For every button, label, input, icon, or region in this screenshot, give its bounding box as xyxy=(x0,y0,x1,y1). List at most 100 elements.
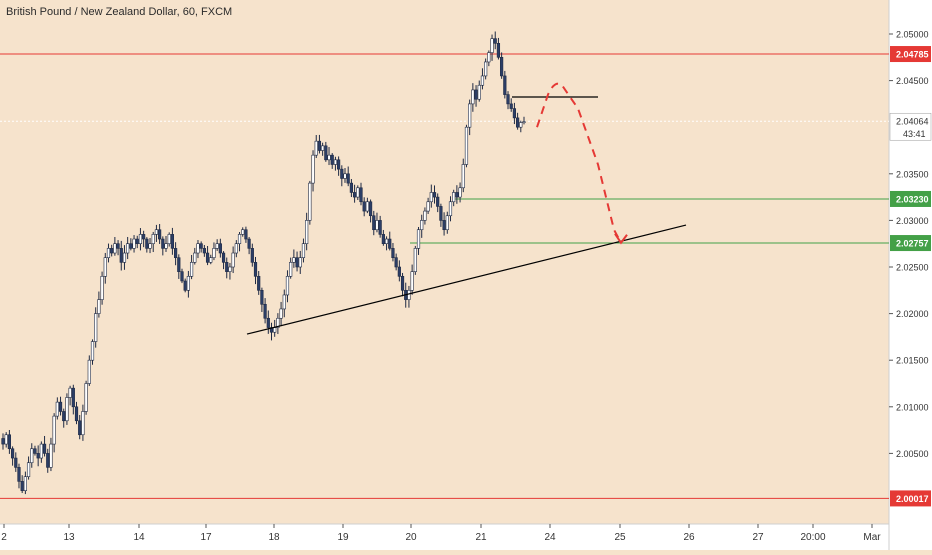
candle xyxy=(420,214,424,238)
candle xyxy=(400,272,405,297)
candle-body xyxy=(292,257,296,263)
time-tick-label: 18 xyxy=(268,532,280,543)
candle xyxy=(321,142,325,156)
candle-body xyxy=(94,313,98,342)
candle xyxy=(177,254,181,279)
candle-body xyxy=(442,220,446,231)
candle xyxy=(480,68,485,90)
candle-body xyxy=(493,38,497,44)
candle-body xyxy=(420,220,424,231)
price-level-tag-label: 2.04785 xyxy=(896,50,929,60)
candle-body xyxy=(314,140,318,156)
price-level-tag-label: 2.02757 xyxy=(896,239,929,249)
candle xyxy=(397,260,401,282)
candle xyxy=(119,240,123,271)
candle-body xyxy=(33,448,37,454)
candle-body xyxy=(126,243,130,254)
candle-body xyxy=(327,154,331,161)
candle-body xyxy=(263,303,267,319)
candle-body xyxy=(138,234,143,245)
candle-body xyxy=(516,117,520,128)
candle-body xyxy=(301,243,306,258)
candle-body xyxy=(349,182,353,193)
candle-body xyxy=(317,140,322,151)
candle-body xyxy=(221,252,226,263)
candle xyxy=(442,212,446,236)
candle xyxy=(26,456,31,480)
candle xyxy=(209,254,213,265)
candle-body xyxy=(250,248,254,263)
candle-body xyxy=(468,103,472,128)
current-price-label: 2.04064 xyxy=(896,117,929,127)
candle-body xyxy=(375,220,379,231)
candle-body xyxy=(209,257,213,263)
candle xyxy=(202,244,206,257)
candle xyxy=(292,249,296,268)
candle xyxy=(17,463,21,489)
candle-body xyxy=(519,122,523,128)
chart-title: British Pound / New Zealand Dollar, 60, … xyxy=(6,6,233,18)
candle xyxy=(500,52,504,79)
candle xyxy=(330,153,334,169)
candle xyxy=(375,212,379,233)
candle-body xyxy=(218,243,222,254)
candle-body xyxy=(87,359,91,384)
candle-body xyxy=(448,201,453,217)
candle-body xyxy=(36,453,40,459)
candle-body xyxy=(231,252,235,268)
candle-body xyxy=(174,248,178,258)
candle xyxy=(260,287,264,313)
candle xyxy=(142,230,146,248)
candle-body xyxy=(113,243,117,254)
candle xyxy=(148,238,152,254)
candle xyxy=(39,441,43,463)
candle-body xyxy=(484,61,488,77)
candle-body xyxy=(81,411,85,436)
candle xyxy=(516,112,520,130)
candle xyxy=(138,228,143,251)
candle-body xyxy=(506,94,510,105)
axes: 2.05000 2.04500 2.03500 2.03000 2.02500 2.020… xyxy=(1,30,932,543)
candle xyxy=(458,182,462,203)
candle xyxy=(199,241,203,253)
candle-body xyxy=(445,215,449,231)
candle xyxy=(372,210,376,236)
candle xyxy=(58,396,63,416)
price-tick-label: 2.04500 xyxy=(896,76,929,86)
candle xyxy=(317,134,322,154)
candle xyxy=(349,179,353,198)
candle xyxy=(346,166,350,187)
candle xyxy=(218,238,222,258)
candle xyxy=(359,182,363,206)
drawings xyxy=(246,82,687,335)
countdown-label: 43:41 xyxy=(903,129,926,139)
candle-body xyxy=(49,443,53,468)
candle xyxy=(247,236,251,255)
trendline xyxy=(246,224,687,335)
candle xyxy=(237,232,242,252)
candle xyxy=(301,238,306,263)
candle-body xyxy=(145,238,149,249)
candle-body xyxy=(10,448,15,459)
candle-body xyxy=(26,462,31,478)
candle xyxy=(180,268,184,284)
candles xyxy=(1,31,526,495)
candle xyxy=(135,235,139,249)
candle xyxy=(20,475,24,494)
candle-body xyxy=(458,187,462,198)
candle-body xyxy=(308,182,312,221)
candle-body xyxy=(158,229,162,240)
candle xyxy=(170,227,175,255)
candle-body xyxy=(186,276,190,291)
candle xyxy=(129,238,133,251)
candle xyxy=(253,256,258,285)
candle xyxy=(189,254,194,280)
candle-body xyxy=(343,173,347,179)
candle xyxy=(174,242,178,266)
projection-path xyxy=(536,82,622,244)
candle xyxy=(106,243,111,263)
candle-body xyxy=(436,196,440,207)
candle xyxy=(212,242,216,261)
